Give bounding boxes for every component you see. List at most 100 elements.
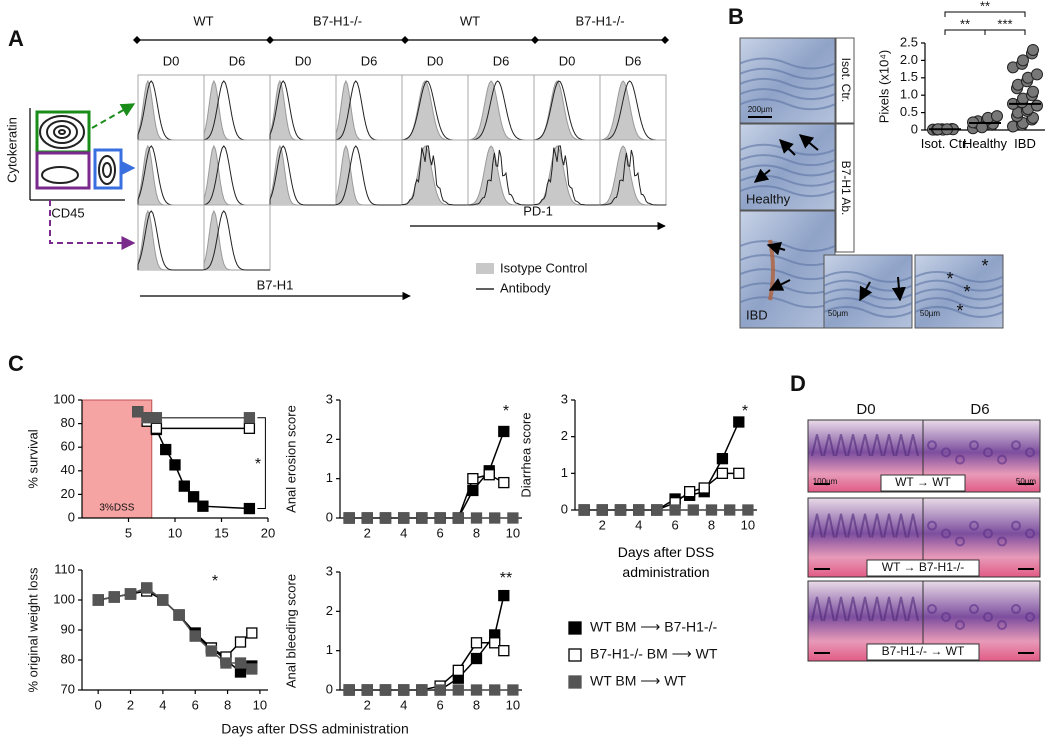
data-point	[1017, 54, 1029, 67]
y-tick-label: 0	[326, 509, 333, 524]
series-line	[584, 421, 740, 511]
tissue	[914, 270, 1004, 283]
legend-swatch	[568, 648, 582, 662]
significance: ***	[997, 16, 1012, 31]
series-line	[146, 420, 250, 430]
contour	[41, 166, 79, 184]
crypt	[907, 596, 919, 622]
legend-label: WT BM ⟶ B7-H1-/-	[590, 619, 717, 635]
image-label: Healthy	[746, 191, 791, 206]
day-label: D6	[625, 53, 642, 68]
antibody-histogram	[401, 145, 468, 206]
group-label: WT	[193, 13, 213, 28]
image-label: B7-H1 Ab.	[839, 161, 853, 216]
data-point	[578, 504, 590, 516]
antibody-histogram	[203, 210, 270, 271]
data-point	[243, 502, 256, 515]
legend-label: WT BM ⟶ WT	[590, 673, 686, 689]
data-point	[507, 512, 519, 524]
crypt	[883, 513, 895, 538]
antibody-histogram	[137, 210, 204, 271]
group-label: B7-H1-/-	[313, 13, 362, 28]
x-tick-label: 10	[506, 697, 520, 712]
tissue	[823, 305, 913, 318]
data-point	[150, 422, 163, 434]
data-point	[452, 512, 464, 524]
shaded-label: 3%DSS	[99, 503, 134, 514]
panel-label: A	[8, 26, 24, 51]
data-point	[633, 504, 645, 516]
tissue	[914, 305, 1004, 318]
bracket	[944, 11, 1026, 17]
crypt	[835, 434, 847, 457]
significance: **	[960, 16, 970, 31]
diamond	[531, 36, 539, 44]
crypt	[955, 454, 965, 465]
data-point	[398, 684, 410, 696]
legend-swatch	[568, 675, 582, 689]
asterisk: *	[956, 301, 963, 321]
arrow	[753, 168, 771, 183]
tissue	[739, 67, 836, 80]
panel-label: B	[728, 4, 744, 29]
tissue	[914, 297, 1004, 310]
legend-label: Isotype Control	[500, 260, 588, 275]
x-tick-label: 8	[224, 697, 231, 712]
arrow	[891, 276, 906, 302]
data-point	[489, 684, 501, 696]
y-tick-label: 100	[53, 391, 75, 406]
data-point	[489, 512, 501, 524]
data-point	[716, 453, 729, 465]
data-point	[991, 110, 1003, 123]
day-label: D0	[427, 53, 444, 68]
tissue	[739, 240, 836, 253]
data-point	[687, 504, 699, 516]
crypt	[941, 447, 951, 458]
data-point	[470, 684, 483, 696]
crypt	[969, 520, 979, 531]
data-point	[470, 512, 483, 524]
crypt	[907, 434, 919, 457]
he-image	[807, 580, 924, 662]
data-point	[150, 412, 163, 424]
crypt	[997, 620, 1007, 630]
crypt	[955, 536, 965, 547]
data-point	[189, 630, 201, 642]
data-point	[470, 637, 483, 649]
y-axis-label: Diarrhea score	[518, 412, 533, 497]
data-point	[108, 591, 120, 603]
data-point	[467, 473, 479, 485]
y-tick-label: 2	[326, 603, 333, 618]
day-label: D0	[559, 53, 576, 68]
data-point	[92, 594, 104, 606]
data-point	[489, 637, 501, 649]
tissue	[914, 288, 1004, 301]
antibody-histogram	[533, 145, 600, 206]
x-tick-label: 6	[192, 697, 199, 712]
data-point	[507, 684, 519, 696]
crypt	[927, 520, 937, 531]
row-label: WT → WT	[895, 475, 951, 489]
antibody-histogram	[269, 145, 336, 206]
data-point	[498, 645, 510, 657]
diamond	[133, 36, 141, 44]
x-tick-label: 6	[436, 525, 443, 540]
x-tick-label: 4	[400, 697, 407, 712]
crypt	[883, 596, 895, 622]
column-label: D0	[856, 401, 875, 418]
x-tick-label: 2	[599, 517, 606, 532]
y-tick-label: 0	[326, 681, 333, 696]
arrow	[768, 278, 791, 291]
arrow	[49, 200, 136, 250]
data-point	[416, 684, 428, 696]
x-tick-label: 20	[261, 525, 275, 540]
contour	[58, 129, 66, 135]
asterisk: *	[981, 256, 988, 276]
x-axis-label: Days after DSS administration	[221, 721, 409, 737]
y-axis-label: Anal bleeding score	[283, 574, 298, 688]
data-point	[452, 684, 464, 696]
data-point	[169, 459, 181, 471]
day-label: D6	[493, 53, 510, 68]
y-tick-label: 0	[561, 501, 568, 516]
